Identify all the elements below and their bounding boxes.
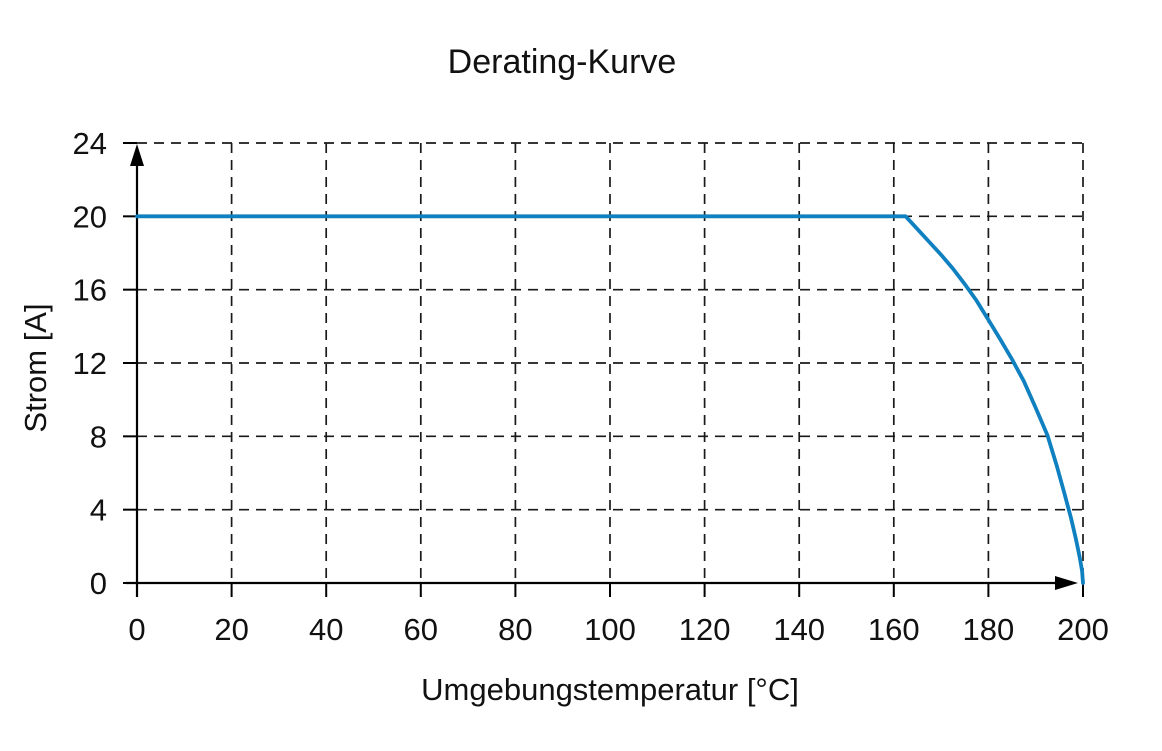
x-tick-label: 160 xyxy=(868,612,920,647)
x-tick-label: 40 xyxy=(309,612,343,647)
x-tick-label: 0 xyxy=(128,612,145,647)
x-tick-label: 100 xyxy=(584,612,636,647)
x-axis-label: Umgebungstemperatur [°C] xyxy=(421,672,799,707)
x-tick-label: 180 xyxy=(963,612,1015,647)
y-tick-label: 24 xyxy=(73,126,107,161)
y-tick-label: 20 xyxy=(73,199,107,234)
y-tick-label: 12 xyxy=(73,346,107,381)
x-tick-label: 60 xyxy=(404,612,438,647)
y-tick-label: 8 xyxy=(90,419,107,454)
y-tick-label: 0 xyxy=(90,566,107,601)
y-axis-arrowhead-icon xyxy=(130,144,144,166)
x-tick-label: 200 xyxy=(1057,612,1109,647)
y-tick-label: 4 xyxy=(90,493,107,528)
x-axis-arrowhead-icon xyxy=(1055,576,1078,590)
x-tick-label: 120 xyxy=(679,612,731,647)
derating-curve-line xyxy=(135,214,1085,585)
x-tick-label: 140 xyxy=(773,612,825,647)
chart-title: Derating-Kurve xyxy=(447,43,677,81)
x-tick-label: 80 xyxy=(498,612,532,647)
y-tick-label: 16 xyxy=(73,273,107,308)
x-tick-label: 20 xyxy=(214,612,248,647)
